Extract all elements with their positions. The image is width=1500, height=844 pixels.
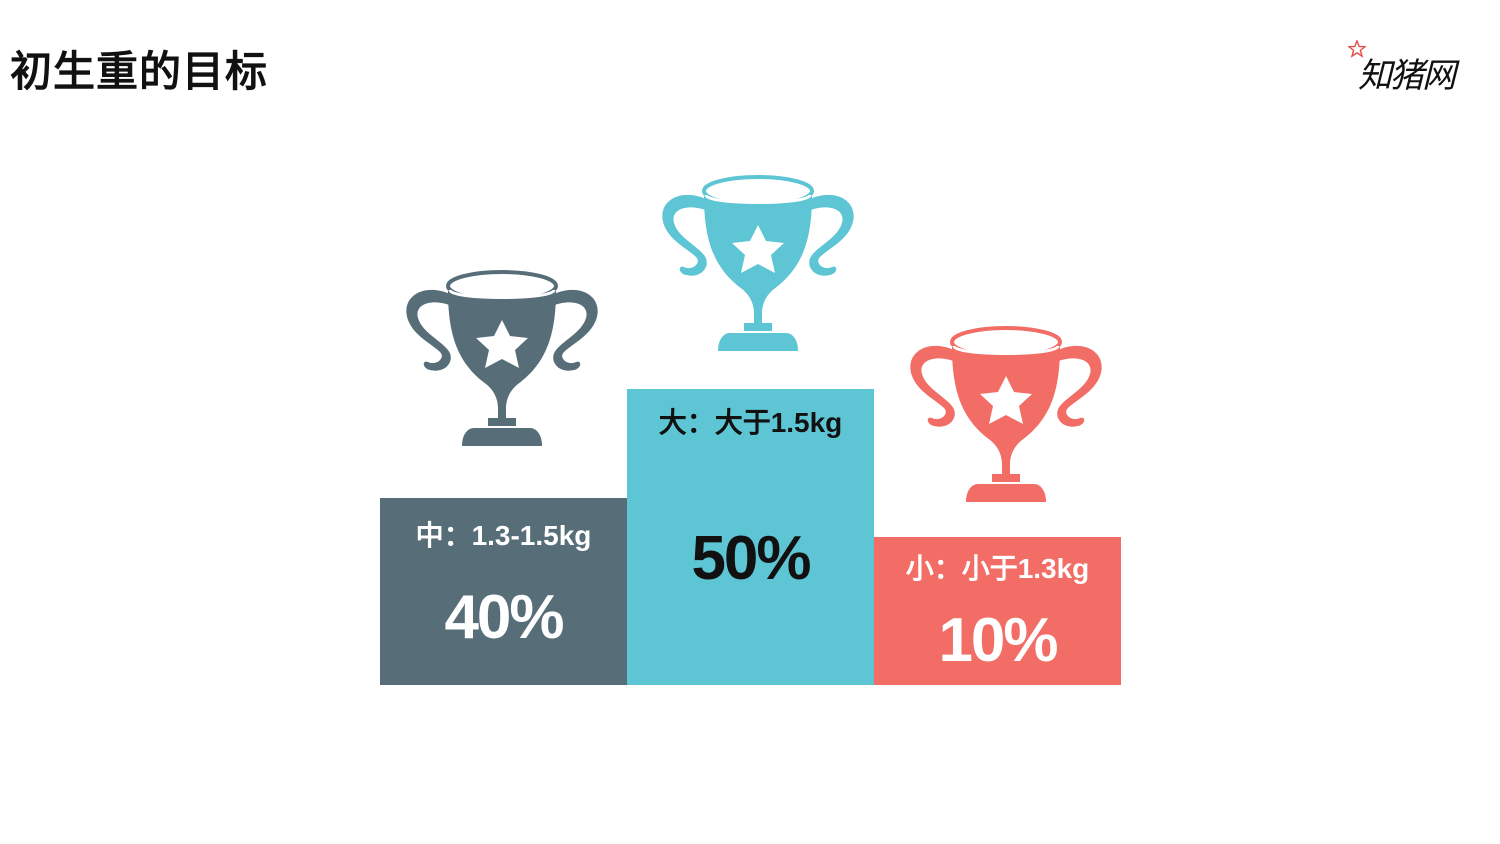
slide-title: 初生重的目标 [10, 47, 269, 96]
podium-block-small: 小：小于1.3kg 10% [874, 537, 1121, 685]
podium-percent: 50% [691, 524, 811, 593]
podium-block-medium: 中：1.3-1.5kg 40% [380, 498, 627, 685]
brand-logo: 知猪网 [1346, 40, 1478, 96]
trophy-icon [662, 175, 854, 351]
podium-percent: 40% [444, 583, 564, 652]
podium-label: 大：大于1.5kg [658, 407, 843, 438]
logo-text: 知猪网 [1358, 56, 1456, 96]
podium-label: 小：小于1.3kg [905, 553, 1090, 584]
star-icon [1348, 40, 1366, 58]
podium-label: 中：1.3-1.5kg [415, 520, 592, 551]
trophy-icon [406, 270, 598, 446]
podium-block-large: 大：大于1.5kg 50% [627, 389, 874, 685]
podium-percent: 10% [938, 606, 1058, 675]
trophy-icon [910, 326, 1102, 502]
